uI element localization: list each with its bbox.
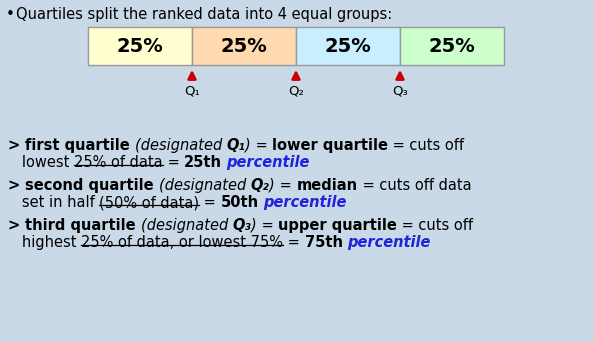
Text: lower quartile: lower quartile: [273, 138, 388, 153]
Text: = cuts off: = cuts off: [388, 138, 465, 153]
Text: = cuts off: = cuts off: [397, 218, 473, 233]
Text: ): ): [251, 218, 257, 233]
Text: =: =: [257, 218, 279, 233]
Text: Q₂: Q₂: [251, 178, 269, 193]
Text: Q₂: Q₂: [288, 84, 304, 97]
Text: 25%: 25%: [325, 37, 371, 55]
Text: 75th: 75th: [305, 235, 343, 250]
Text: (designated: (designated: [141, 218, 232, 233]
Text: =: =: [283, 235, 305, 250]
Text: percentile: percentile: [227, 155, 310, 170]
Text: 25%: 25%: [220, 37, 267, 55]
Text: 50th: 50th: [221, 195, 259, 210]
Text: 25% of data, or lowest 75%: 25% of data, or lowest 75%: [81, 235, 283, 250]
Text: Quartiles split the ranked data into 4 equal groups:: Quartiles split the ranked data into 4 e…: [16, 7, 392, 22]
Text: upper quartile: upper quartile: [279, 218, 397, 233]
Text: ): ): [269, 178, 275, 193]
Text: (designated: (designated: [159, 178, 251, 193]
Text: >: >: [8, 178, 26, 193]
Text: second quartile: second quartile: [26, 178, 154, 193]
Text: =: =: [163, 155, 184, 170]
Text: median: median: [296, 178, 358, 193]
Text: 25th: 25th: [184, 155, 222, 170]
Text: 25% of data: 25% of data: [74, 155, 163, 170]
Text: =: =: [251, 138, 273, 153]
Text: percentile: percentile: [347, 235, 431, 250]
Text: =: =: [200, 195, 221, 210]
Text: >: >: [8, 138, 26, 153]
Text: >: >: [8, 218, 26, 233]
Text: percentile: percentile: [264, 195, 347, 210]
Text: highest: highest: [8, 235, 81, 250]
Text: (50% of data): (50% of data): [99, 195, 200, 210]
Text: Q₁: Q₁: [227, 138, 245, 153]
Text: Q₁: Q₁: [184, 84, 200, 97]
Text: Q₃: Q₃: [232, 218, 251, 233]
Text: =: =: [275, 178, 296, 193]
Text: 25%: 25%: [429, 37, 475, 55]
Bar: [400, 27, 504, 65]
Bar: [192, 27, 296, 65]
Text: = cuts off data: = cuts off data: [358, 178, 471, 193]
Text: first quartile: first quartile: [26, 138, 130, 153]
Bar: [296, 27, 400, 65]
Text: Q₃: Q₃: [392, 84, 408, 97]
Text: (designated: (designated: [135, 138, 227, 153]
Text: third quartile: third quartile: [26, 218, 136, 233]
Bar: [88, 27, 192, 65]
Text: ): ): [245, 138, 251, 153]
Text: lowest: lowest: [8, 155, 74, 170]
Text: 25%: 25%: [116, 37, 163, 55]
Text: •: •: [6, 7, 15, 22]
Text: set in half: set in half: [8, 195, 99, 210]
